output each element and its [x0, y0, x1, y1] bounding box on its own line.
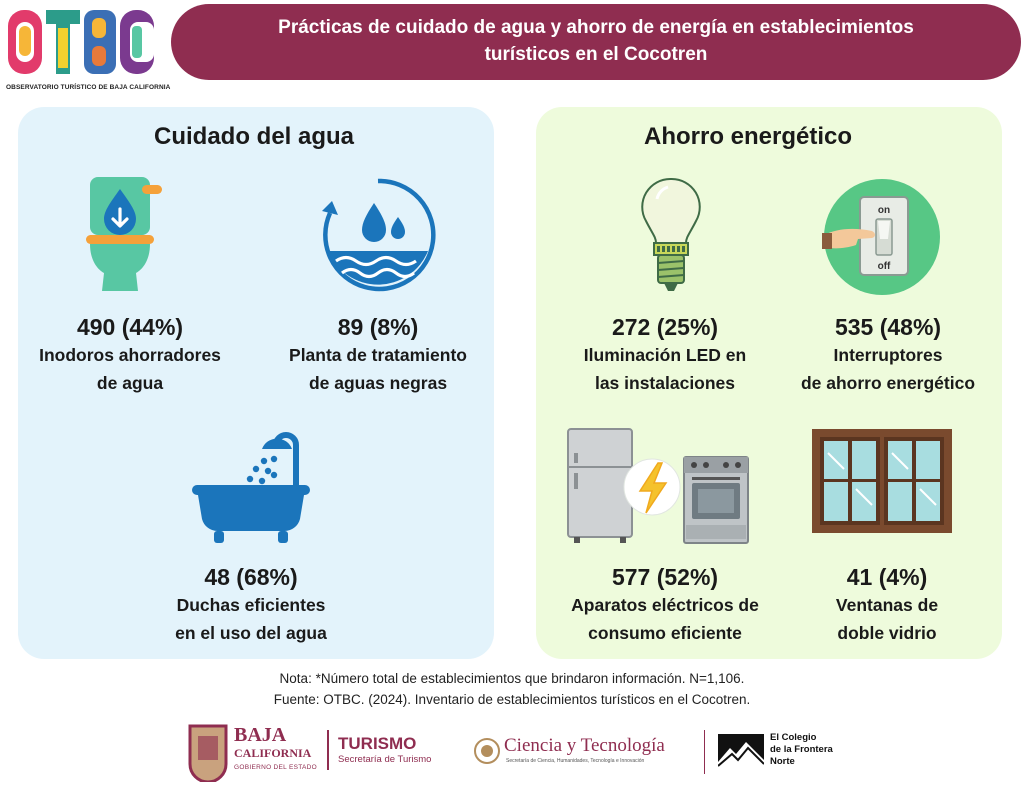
window-label-2: doble vidrio [837, 623, 937, 643]
switch-on-label: on [878, 205, 890, 216]
baja-california-seal-icon [188, 724, 228, 782]
appliances-label-2: consumo eficiente [588, 623, 742, 643]
treatment-stat: 89 (8%) Planta de tratamiento de aguas n… [270, 313, 486, 397]
logo-letters-text: OTBC [80, 51, 83, 53]
window-value: 41 (4%) [846, 564, 928, 590]
turismo-logo-sub: Secretaría de Turismo [338, 754, 432, 765]
treatment-value: 89 (8%) [337, 314, 419, 340]
shower-value: 48 (68%) [204, 564, 298, 590]
appliances-stat: 577 (52%) Aparatos eléctricos de consumo… [554, 563, 776, 647]
otbc-logo-letters: OTBC [8, 10, 154, 74]
appliances-icon [567, 428, 749, 544]
shower-stat: 48 (68%) Duchas eficientes en el uso del… [146, 563, 356, 647]
notes: Nota: *Número total de establecimientos … [0, 668, 1024, 710]
shower-label-2: en el uso del agua [175, 623, 327, 643]
switch-label-1: Interruptores [833, 345, 943, 365]
colef-line-1: El Colegio [770, 732, 817, 743]
otbc-logo: OTBC OBSERVATORIO TURÍSTICO DE BAJA CALI… [6, 4, 171, 94]
appliances-label-1: Aparatos eléctricos de [571, 595, 759, 615]
energy-panel-title: Ahorro energético [644, 123, 853, 150]
water-panel-title: Cuidado del agua [154, 123, 355, 150]
title-banner: Prácticas de cuidado de agua y ahorro de… [171, 4, 1021, 80]
colef-line-2: de la Frontera [770, 744, 833, 755]
turismo-logo-title: TURISMO [338, 734, 417, 753]
baja-logo-line-3: GOBIERNO DEL ESTADO [234, 764, 317, 771]
led-stat: 272 (25%) Iluminación LED en las instala… [562, 313, 768, 397]
switch-off-label: off [878, 261, 891, 272]
ciencia-logo-title: Ciencia y Tecnología [504, 735, 665, 756]
baja-logo-line-1: BAJA [234, 724, 287, 746]
toilet-icon [86, 177, 162, 291]
ciencia-logo-sub: Secretaría de Ciencia, Humanidades, Tecn… [506, 758, 645, 764]
treatment-label-2: de aguas negras [308, 373, 448, 393]
double-window-icon [812, 429, 952, 533]
source-text: Fuente: OTBC. (2024). Inventario de esta… [273, 692, 751, 707]
toilet-label-1: Inodoros ahorradores [39, 345, 221, 365]
light-switch-icon: on off [822, 179, 940, 295]
mexico-seal-icon [474, 738, 500, 764]
colef-mountain-icon [718, 734, 764, 770]
switch-label-2: de ahorro energético [800, 373, 976, 393]
window-label-1: Ventanas de [835, 595, 939, 615]
energy-saving-panel: Ahorro energético on off 272 (25%) Ilumi… [536, 107, 1002, 659]
treatment-label-1: Planta de tratamiento [289, 345, 467, 365]
note-text: Nota: *Número total de establecimientos … [279, 671, 745, 686]
appliances-value: 577 (52%) [611, 564, 719, 590]
bathtub-shower-icon [192, 432, 310, 543]
footer-divider-2 [704, 730, 705, 774]
footer-logos: BAJA CALIFORNIA GOBIERNO DEL ESTADO TURI… [0, 722, 1024, 784]
led-bulb-icon [641, 177, 701, 291]
switch-value: 535 (48%) [834, 314, 942, 340]
water-treatment-icon [322, 178, 436, 292]
logo-caption: OBSERVATORIO TURÍSTICO DE BAJA CALIFORNI… [6, 84, 171, 91]
water-care-panel: Cuidado del agua 490 (44%) Inodoros ahor… [18, 107, 494, 659]
led-label-1: Iluminación LED en [583, 345, 747, 365]
shower-label-1: Duchas eficientes [176, 595, 326, 615]
title-line-1: Prácticas de cuidado de agua y ahorro de… [278, 17, 914, 38]
window-stat: 41 (4%) Ventanas de doble vidrio [794, 563, 980, 647]
led-value: 272 (25%) [611, 314, 719, 340]
led-label-2: las instalaciones [594, 373, 736, 393]
toilet-value: 490 (44%) [76, 314, 184, 340]
switch-stat: 535 (48%) Interruptores de ahorro energé… [786, 313, 990, 397]
footer-divider-1 [327, 730, 329, 770]
toilet-label-2: de agua [96, 373, 164, 393]
colef-line-3: Norte [770, 756, 795, 767]
title-line-2: turísticos en el Cocotren [484, 44, 708, 65]
baja-logo-line-2: CALIFORNIA [234, 746, 312, 760]
toilet-stat: 490 (44%) Inodoros ahorradores de agua [28, 313, 232, 397]
